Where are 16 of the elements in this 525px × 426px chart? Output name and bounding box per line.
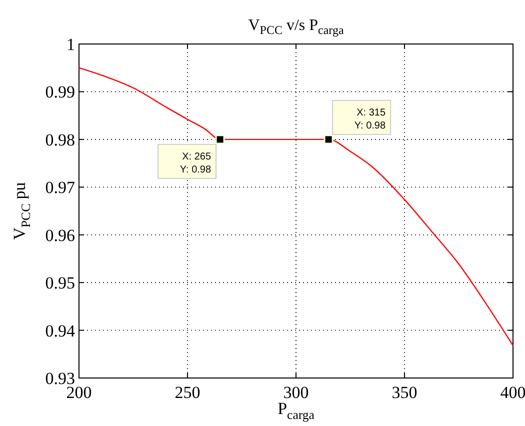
y-tick-label: 0.94 xyxy=(45,321,76,340)
x-axis-title: P$_{carga}$ xyxy=(278,399,315,422)
y-tick-label: 0.98 xyxy=(45,130,75,150)
x-tick-label: 400 xyxy=(500,383,525,402)
y-tick-label: 0.97 xyxy=(45,178,76,198)
x-tick-label: 300 xyxy=(283,383,309,402)
x-tick-label: 350 xyxy=(392,383,418,402)
annotation: X: 265 Y: 0.98 xyxy=(180,151,212,176)
y-tick-label: 0.99 xyxy=(45,82,75,102)
x-tick-label: 250 xyxy=(174,383,200,402)
annotation: X: 315 Y: 0.98 xyxy=(354,107,386,132)
chart-title: V$_{PCC}$ v/s P$_{carga}$ xyxy=(248,17,344,38)
line-series xyxy=(78,67,514,346)
y-tick-label: 0.95 xyxy=(45,274,75,293)
y-tick-label: 1 xyxy=(66,35,75,54)
y-tick-label: 0.96 xyxy=(45,226,75,245)
